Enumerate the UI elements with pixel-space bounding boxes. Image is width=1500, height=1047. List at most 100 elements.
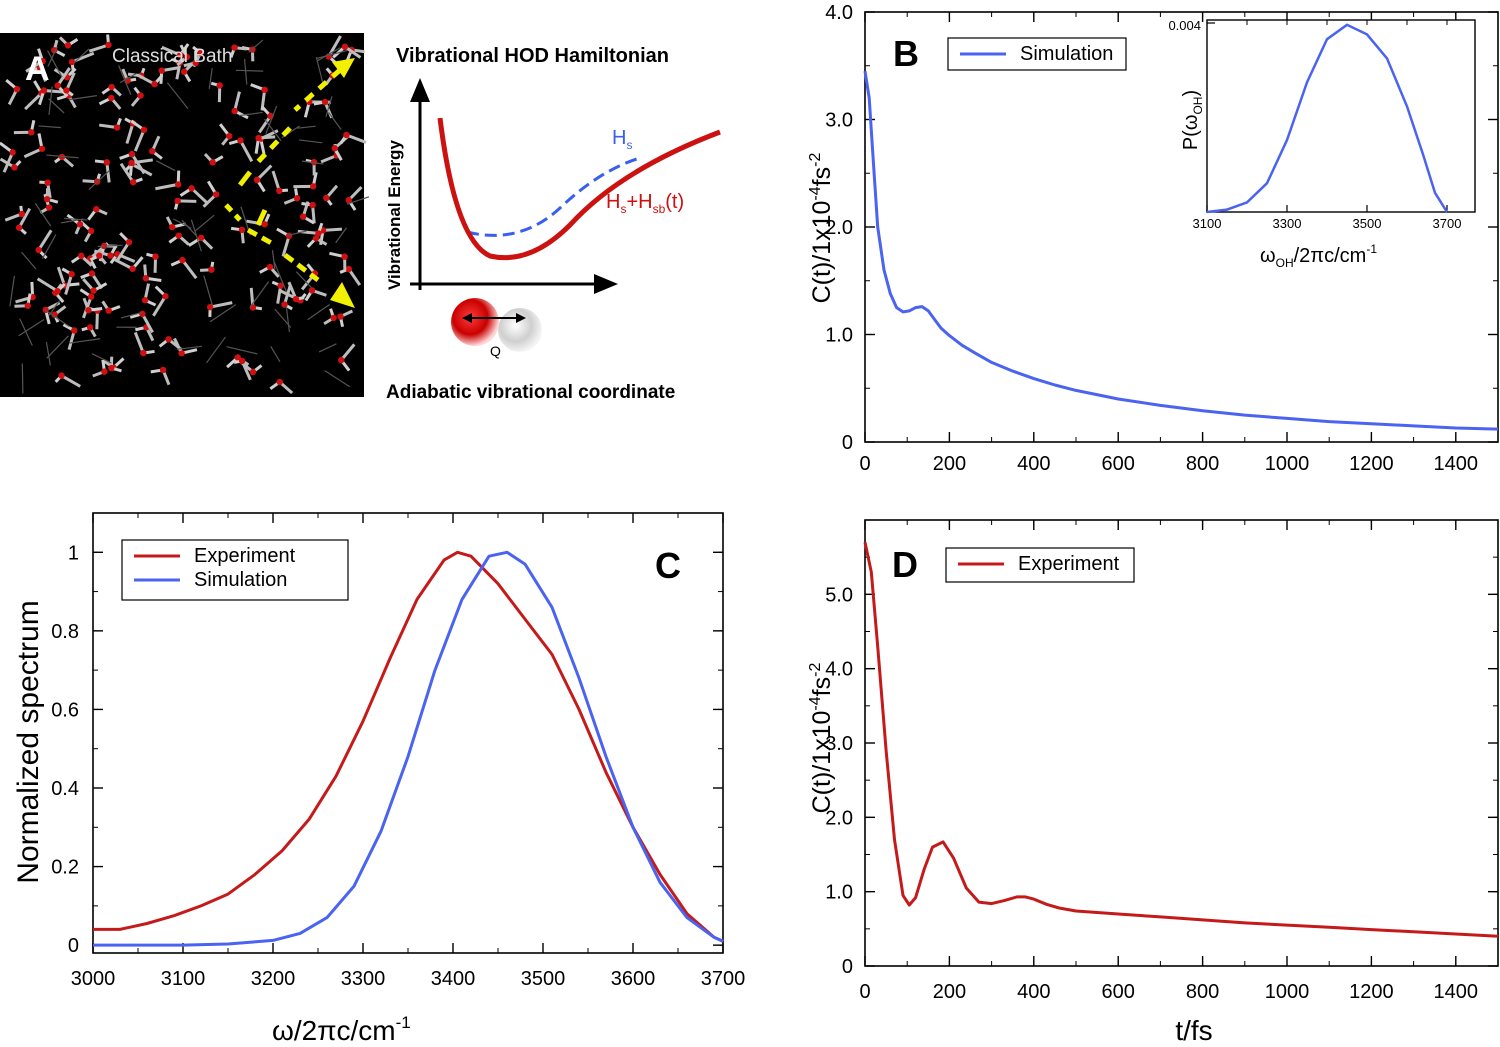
oxygen-dot xyxy=(277,282,284,289)
legend-label: Experiment xyxy=(194,545,296,567)
legend-label: Simulation xyxy=(1020,43,1113,65)
hydrogen-bond xyxy=(119,73,137,84)
oxygen-dot xyxy=(338,356,345,364)
oxygen-dot xyxy=(36,65,44,72)
oxygen-dot xyxy=(137,92,144,99)
hydrogen-bond xyxy=(298,139,323,144)
hydrogen-bond xyxy=(9,275,15,307)
oxygen-dot xyxy=(28,129,35,136)
water-bond xyxy=(56,67,71,87)
hydrogen-bond xyxy=(273,260,288,293)
vibrational-energy-label: Vibrational Energy xyxy=(385,140,404,290)
oxygen-dot xyxy=(174,181,182,188)
hydrogen-bond xyxy=(264,118,282,142)
oxygen-dot xyxy=(300,213,307,220)
water-bond xyxy=(2,151,15,173)
oxygen-dot xyxy=(113,124,121,131)
oxygen-dot xyxy=(177,51,184,59)
water-bond xyxy=(36,277,59,293)
y-axis-label: C(t)/1x10-4fs-2 xyxy=(807,153,836,304)
water-bond xyxy=(256,164,273,181)
oxygen-dot xyxy=(183,53,191,61)
oxygen-dot xyxy=(96,252,103,259)
hydrogen-bond xyxy=(73,48,90,64)
oxygen-dot xyxy=(231,107,238,115)
inset-series-line xyxy=(1206,23,1449,214)
oxygen-dot xyxy=(212,191,220,198)
oxygen-dot xyxy=(345,265,352,273)
yellow-arrowhead-top xyxy=(332,58,355,78)
hydrogen-bond xyxy=(208,68,213,89)
oxygen-dot xyxy=(101,368,108,375)
hydrogen-bond xyxy=(203,275,214,306)
water-bond xyxy=(258,115,272,134)
x-tick-label: 600 xyxy=(1102,981,1135,1003)
series-line xyxy=(863,70,1499,431)
hydrogen-bond xyxy=(88,170,110,191)
hs-label: Hs xyxy=(612,127,632,152)
water-bond xyxy=(67,330,76,351)
hydrogen-bond xyxy=(194,214,215,232)
water-bond xyxy=(88,43,109,53)
hydrogen-bond xyxy=(46,50,63,78)
oxygen-dot xyxy=(234,354,241,361)
hydrogen-bond xyxy=(243,58,248,85)
oxygen-dot xyxy=(309,201,316,209)
y-axis-label: Normalized spectrum xyxy=(12,600,45,883)
oxygen-dot xyxy=(140,126,148,134)
oxygen-dot xyxy=(128,150,136,158)
water-bond xyxy=(130,153,146,175)
panel-b-chart: 0 200 400 600 800 1000 1200 1400 0 1.0 2.0 3.0 4.0 Si… xyxy=(807,2,1499,475)
water-bond xyxy=(141,313,154,334)
yellow-arrow-path xyxy=(224,68,342,282)
x-tick-label: 1400 xyxy=(1434,453,1479,475)
hydrogen-bond xyxy=(295,271,312,288)
hydrogen-bond xyxy=(271,250,276,270)
double-arrow-left-icon xyxy=(462,313,472,323)
plot-frame xyxy=(864,519,1499,967)
inset-x-tick-label: 3500 xyxy=(1353,216,1382,231)
hydrogen-bond xyxy=(265,105,278,134)
hydrogen-bond xyxy=(166,82,189,109)
water-bond xyxy=(283,285,292,305)
hs-hsb-label: Hs+Hsb(t) xyxy=(606,191,684,216)
hydrogen-bond xyxy=(307,303,330,321)
series-line xyxy=(863,541,1499,938)
oxygen-dot xyxy=(315,230,322,237)
hydrogen-bond xyxy=(206,336,226,364)
hs-potential-curve xyxy=(466,156,641,237)
x-tick-label: 3200 xyxy=(251,968,296,990)
water-bond xyxy=(125,122,135,144)
oxygen-dot xyxy=(231,44,238,51)
classical-bath-label: Classical Bath xyxy=(112,46,232,67)
oxygen-dot xyxy=(179,256,186,264)
hydrogen-bond xyxy=(41,234,57,259)
oxygen-dot xyxy=(9,149,16,156)
panel-c-chart: 3000 3100 3200 3300 3400 3500 3600 3700 0 0.2 0.4 0… xyxy=(12,512,745,1046)
hydrogen-bond xyxy=(47,46,58,67)
q-label: Q xyxy=(490,343,501,359)
y-tick-label: 4.0 xyxy=(825,659,853,681)
inset-x-tick-label: 3300 xyxy=(1273,216,1302,231)
x-tick-label: 0 xyxy=(859,981,870,1003)
oxygen-dot xyxy=(238,357,246,365)
oxygen-dot xyxy=(226,132,233,140)
oxygen-dot xyxy=(35,246,42,254)
water-bond xyxy=(155,182,179,191)
y-tick-label: 0 xyxy=(842,432,853,454)
oxygen-dot xyxy=(255,134,262,142)
hydrogen-bond xyxy=(18,318,45,337)
x-tick-label: 3600 xyxy=(611,968,656,990)
oxygen-dot xyxy=(266,263,274,271)
x-tick-label: 3000 xyxy=(71,968,116,990)
inset-x-tick-label: 3100 xyxy=(1193,216,1222,231)
series-line xyxy=(93,550,724,943)
oxygen-dot xyxy=(337,313,344,320)
y-tick-label: 4.0 xyxy=(825,2,853,24)
hydrogen-bond xyxy=(91,353,112,364)
oxygen-dot xyxy=(90,287,97,294)
hydrogen-bond xyxy=(48,98,65,114)
x-tick-label: 3500 xyxy=(521,968,566,990)
y-axis-label: C(t)/1x10-4fs-2 xyxy=(807,663,836,814)
oxygen-dot xyxy=(343,131,350,139)
